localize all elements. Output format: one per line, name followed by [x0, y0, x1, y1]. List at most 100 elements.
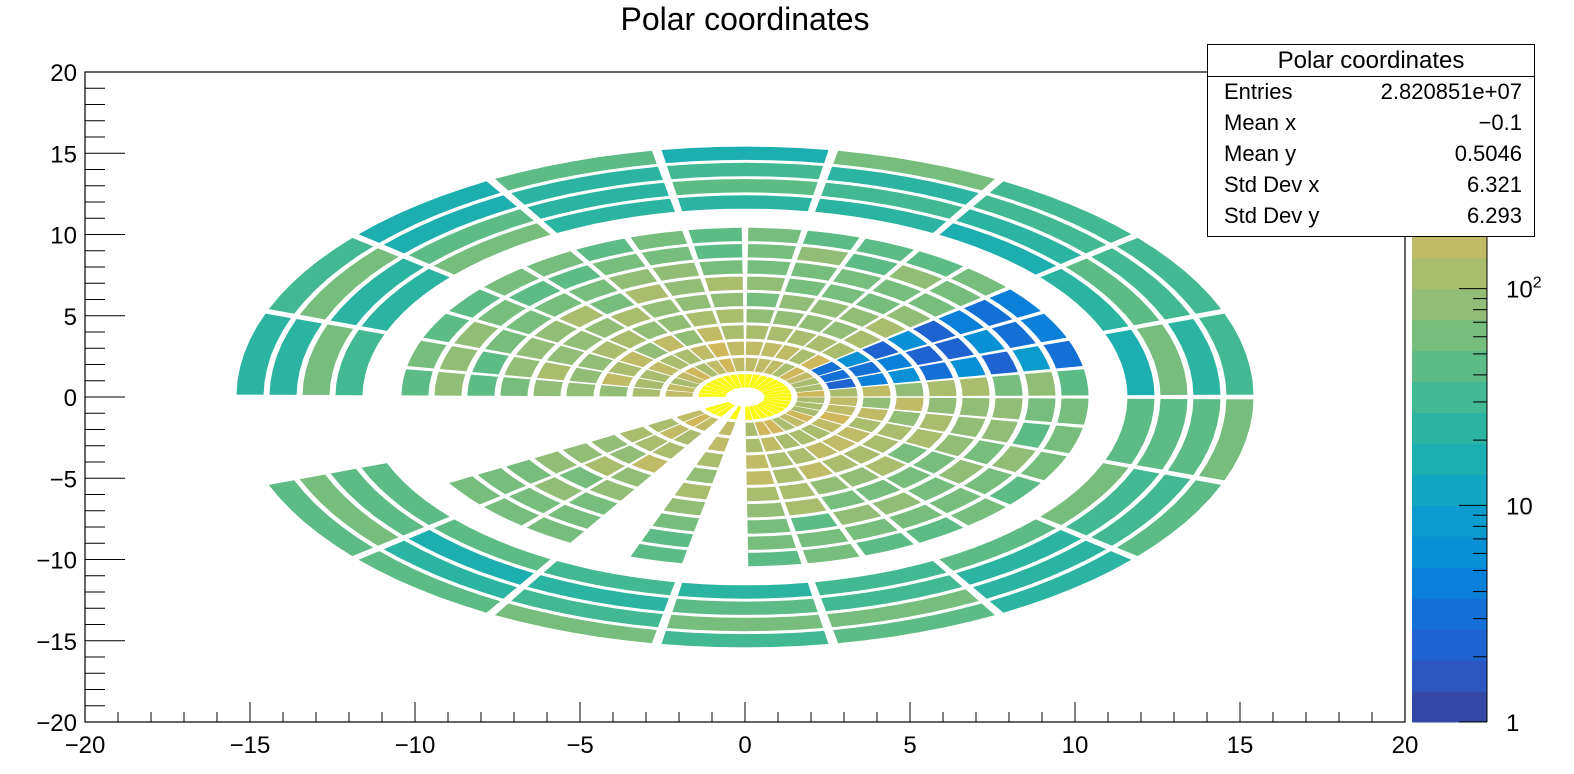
histogram-cell [599, 385, 629, 397]
histogram-cell [747, 260, 791, 276]
histogram-cell [872, 279, 922, 302]
histogram-cell [763, 389, 791, 396]
histogram-cell [358, 181, 501, 243]
histogram-cell [408, 209, 534, 264]
histogram-cell [862, 341, 899, 360]
stats-label: Mean x [1224, 110, 1297, 135]
x-tick-label: 20 [1392, 732, 1419, 759]
histogram-cell [546, 345, 585, 366]
histogram-cell [754, 358, 772, 373]
stats-value: 6.293 [1466, 203, 1522, 228]
stats-label: Entries [1224, 79, 1293, 104]
histogram-cell [1116, 480, 1222, 557]
palette-band [1412, 350, 1487, 383]
histogram-cell [894, 397, 924, 412]
histogram-cell [929, 280, 981, 307]
histogram-cell [1167, 319, 1221, 395]
histogram-cell [771, 417, 796, 431]
histogram-cell [772, 310, 805, 327]
histogram-cell [673, 429, 702, 445]
x-tick-label: −10 [395, 732, 436, 759]
palette-band [1412, 319, 1487, 352]
histogram-cell [862, 434, 899, 453]
stats-row-mean-y: Mean y 0.5046 [1224, 138, 1522, 169]
histogram-cell [1057, 398, 1089, 425]
y-tick-label: 15 [50, 141, 77, 168]
histogram-cell [408, 530, 534, 585]
histogram-cell [433, 519, 551, 571]
histogram-cell [809, 299, 849, 318]
histogram-cell [663, 278, 706, 296]
histogram-cell [876, 353, 913, 371]
histogram-cell [989, 181, 1132, 243]
histogram-cell [950, 356, 986, 378]
histogram-cell [963, 329, 1005, 354]
histogram-cell [619, 426, 654, 443]
histogram-cell [674, 294, 712, 312]
histogram-cell [383, 195, 517, 254]
histogram-cell [704, 401, 730, 412]
histogram-cell [766, 326, 794, 342]
y-tick-label: −10 [36, 548, 77, 575]
histogram-cell [718, 358, 736, 373]
histogram-cell [500, 377, 531, 396]
histogram-cell [484, 498, 540, 526]
histogram-cell [905, 345, 944, 366]
histogram-cell [973, 540, 1107, 599]
histogram-cell [843, 330, 881, 349]
histogram-cell [843, 445, 881, 464]
histogram-cell [665, 390, 694, 397]
histogram-cell [685, 467, 718, 484]
histogram-cell [934, 434, 974, 457]
histogram-cell [747, 534, 796, 550]
histogram-cell [737, 374, 745, 388]
histogram-cell [864, 456, 906, 477]
stats-row-std-dev-y: Std Dev y 6.293 [1224, 200, 1522, 231]
histogram-cell [707, 342, 730, 358]
histogram-cell [763, 360, 785, 375]
histogram-cell [610, 307, 652, 327]
histogram-cell [746, 454, 769, 469]
histogram-cell [907, 293, 956, 317]
histogram-cell [672, 598, 818, 615]
x-tick-label: −15 [230, 732, 271, 759]
histogram-cell [876, 423, 913, 441]
x-tick-label: 10 [1062, 732, 1089, 759]
histogram-cell [912, 320, 956, 343]
histogram-cell [856, 373, 889, 387]
histogram-cell [591, 434, 628, 453]
histogram-cell [1024, 371, 1056, 396]
histogram-cell [299, 474, 399, 546]
histogram-cell [634, 434, 668, 452]
histogram-cell [760, 436, 783, 452]
histogram-cell [434, 371, 466, 396]
histogram-cell [696, 452, 724, 468]
histogram-cell [905, 428, 944, 449]
histogram-cell [790, 377, 820, 388]
chart-title: Polar coordinates [620, 1, 869, 37]
histogram-cell [699, 260, 743, 276]
histogram-cell [584, 317, 626, 338]
histogram-cell [547, 504, 601, 529]
palette-band [1412, 443, 1487, 475]
histogram-cell [819, 369, 851, 383]
histogram-cell [959, 398, 990, 417]
histogram-cell [537, 362, 572, 381]
histogram-cell [526, 251, 585, 277]
histogram-cell [652, 262, 700, 281]
histogram-cell [330, 468, 425, 536]
histogram-cell [788, 349, 817, 365]
histogram-cell [707, 436, 730, 452]
histogram-cell [562, 330, 603, 351]
histogram-cell [648, 361, 679, 376]
histogram-cell [726, 341, 745, 356]
histogram-cell [648, 418, 679, 433]
histogram-cell [302, 324, 354, 395]
histogram-cell [335, 329, 385, 396]
histogram-cell [684, 413, 711, 427]
histogram-cell [666, 614, 824, 632]
histogram-cell [864, 317, 906, 338]
histogram-cell [454, 321, 499, 348]
histogram-cell [950, 416, 986, 438]
histogram-cell [771, 363, 796, 377]
